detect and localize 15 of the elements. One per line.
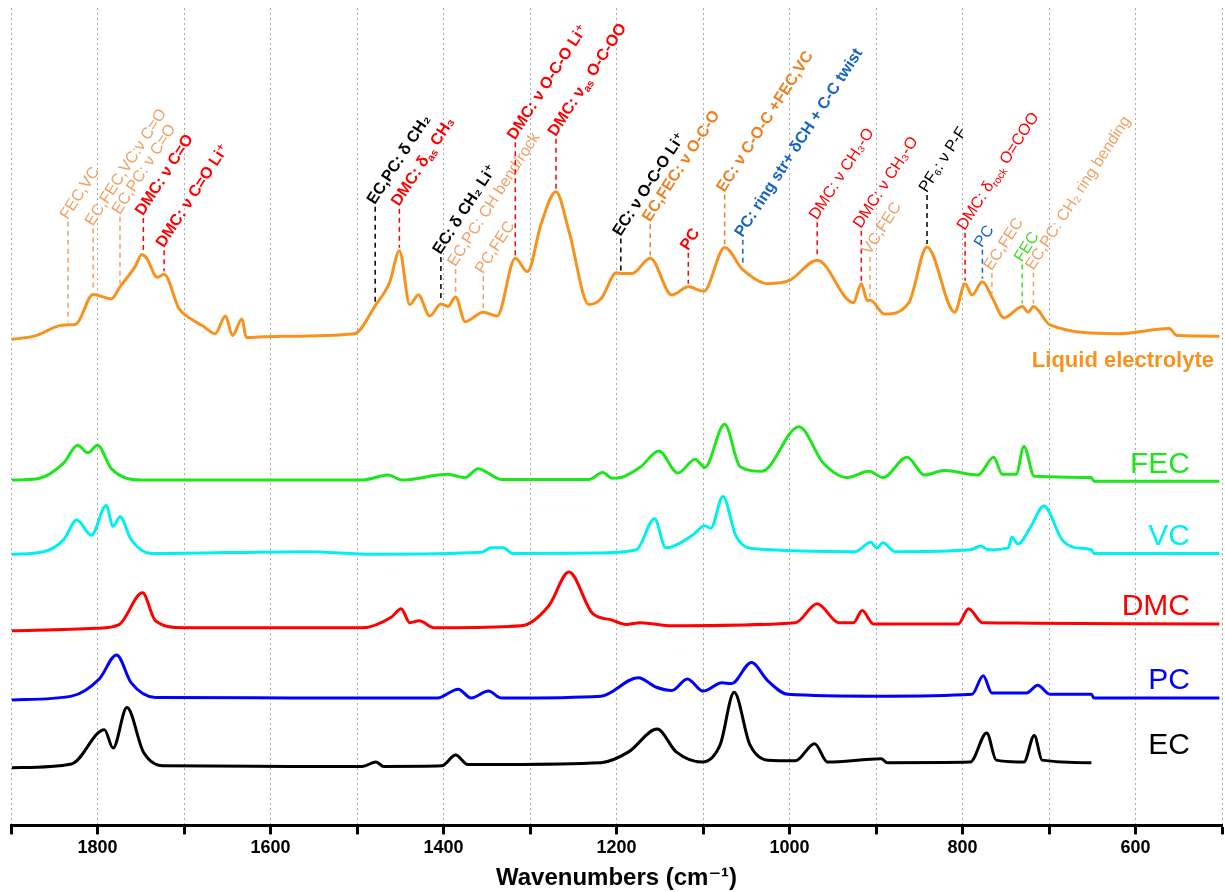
x-tick-label: 1000 <box>769 837 810 858</box>
series-label: VC <box>1148 517 1190 551</box>
series-label: DMC <box>1121 588 1190 622</box>
series-label: EC <box>1148 726 1190 760</box>
series-label: Liquid electrolyte <box>1031 347 1214 373</box>
x-tick-label: 600 <box>1120 837 1151 858</box>
series-label: PC <box>1148 662 1190 696</box>
x-tick-label: 1800 <box>77 837 118 858</box>
x-tick-label: 1200 <box>596 837 637 858</box>
series-label: FEC <box>1130 445 1190 479</box>
x-tick-label: 800 <box>947 837 978 858</box>
x-tick-label: 1400 <box>423 837 464 858</box>
x-axis-title: Wavenumbers (cm⁻¹) <box>495 862 738 890</box>
x-tick-label: 1600 <box>250 837 291 858</box>
annotation: PC <box>676 224 703 253</box>
